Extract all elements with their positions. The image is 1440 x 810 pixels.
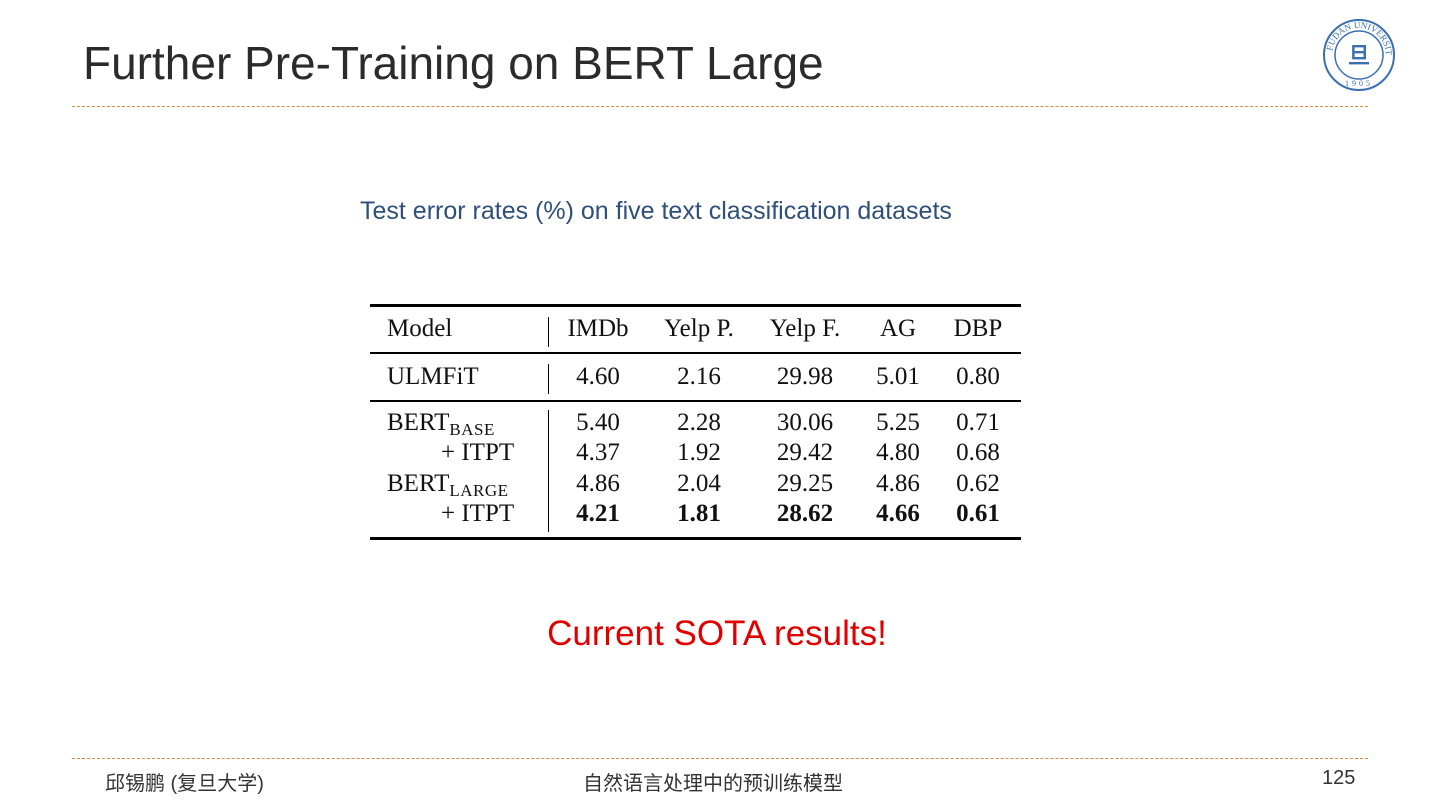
column-separator (548, 317, 549, 347)
model-name: + ITPT (441, 439, 514, 467)
sota-highlight: Current SOTA results! (547, 614, 887, 653)
table-cell: 4.86 (876, 470, 920, 497)
table-cell: 0.80 (956, 363, 1000, 390)
model-name: BERTLARGE (387, 470, 509, 500)
model-label: ULMFiT (387, 363, 479, 390)
table-cell: 1.81 (677, 500, 721, 527)
table-cell: 4.80 (876, 439, 920, 466)
model-name: + ITPT (441, 500, 514, 528)
header-dbp: DBP (953, 315, 1003, 342)
model-label: BERT (387, 409, 450, 436)
table-cell: 2.04 (677, 470, 721, 497)
table-cell: 4.21 (576, 500, 620, 527)
column-separator (548, 364, 549, 394)
table-cell: 4.66 (876, 500, 920, 527)
table-cell: 2.16 (677, 363, 721, 390)
table-cell: 2.28 (677, 409, 721, 436)
table-cell: 29.98 (776, 363, 834, 390)
footer-course: 自然语言处理中的预训练模型 (583, 773, 843, 795)
table-cell: 30.06 (776, 409, 834, 436)
group-rule (370, 400, 1021, 402)
table-cell: 0.71 (956, 409, 1000, 436)
header-model: Model (387, 315, 453, 342)
table-cell: 5.25 (876, 409, 920, 436)
table-caption: Test error rates (%) on five text classi… (360, 197, 952, 225)
top-rule (370, 304, 1021, 307)
table-cell: 0.61 (956, 500, 1000, 527)
table-cell: 29.42 (776, 439, 834, 466)
header-yelpp: Yelp P. (664, 315, 734, 342)
results-table: Model IMDb Yelp P. Yelp F. AG DBP ULMFiT 4.60 2.… (370, 304, 1021, 542)
header-rule (370, 352, 1021, 354)
header-ag: AG (879, 315, 917, 342)
model-label: + ITPT (441, 439, 515, 466)
table-cell: 1.92 (677, 439, 721, 466)
table-cell: 0.68 (956, 439, 1000, 466)
table-cell: 28.62 (776, 500, 834, 527)
model-label: BERT (387, 470, 450, 497)
footer-divider (72, 758, 1368, 759)
table-cell: 0.62 (956, 470, 1000, 497)
svg-text:1905: 1905 (1345, 79, 1373, 88)
page-number: 125 (1322, 767, 1356, 789)
table-cell: 4.60 (576, 363, 620, 390)
title-divider (72, 106, 1368, 107)
header-yelpf: Yelp F. (769, 315, 841, 342)
model-label: + ITPT (441, 500, 515, 527)
footer-author: 邱锡鹏 (复旦大学) (105, 773, 264, 795)
model-subscript: BASE (449, 420, 495, 439)
table-cell: 5.01 (876, 363, 920, 390)
model-name: BERTBASE (387, 409, 495, 439)
model-subscript: LARGE (449, 481, 509, 500)
model-name: ULMFiT (387, 363, 479, 391)
fudan-university-logo: FUDAN UNIVERSITY 1905 旦 (1319, 10, 1396, 92)
bottom-rule (370, 537, 1021, 540)
svg-text:旦: 旦 (1348, 44, 1370, 69)
table-cell: 29.25 (776, 470, 834, 497)
header-imdb: IMDb (567, 315, 629, 342)
column-separator (548, 410, 549, 532)
table-cell: 5.40 (576, 409, 620, 436)
table-cell: 4.37 (576, 439, 620, 466)
table-cell: 4.86 (576, 470, 620, 497)
slide-title: Further Pre-Training on BERT Large (83, 37, 824, 89)
